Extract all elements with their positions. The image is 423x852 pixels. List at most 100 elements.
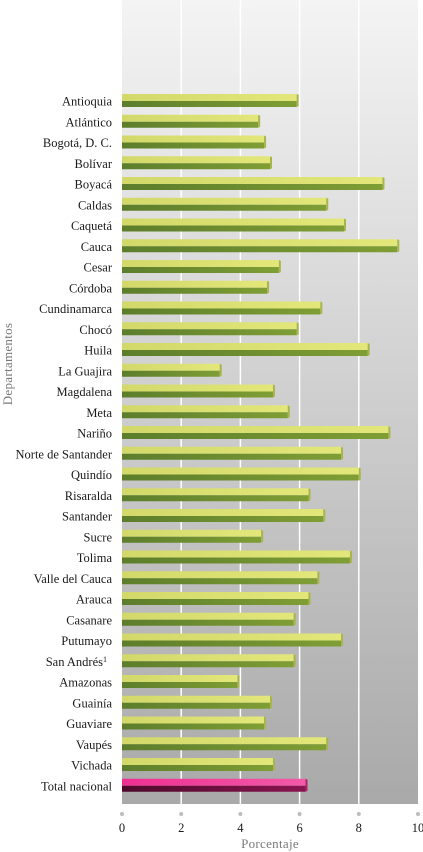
category-label: Valle del Cauca — [34, 572, 113, 586]
bar — [122, 301, 323, 315]
tick-mark — [356, 812, 361, 816]
plot-background — [122, 0, 418, 804]
bar-shade — [122, 578, 318, 585]
bar-edge — [258, 114, 261, 128]
bar — [122, 280, 270, 294]
bar-face — [122, 177, 383, 184]
category-label: Cundinamarca — [39, 302, 112, 316]
bar-face — [122, 529, 262, 537]
category-label: Nariño — [77, 427, 112, 441]
bar-edge — [323, 509, 326, 522]
bar — [122, 550, 352, 564]
bar-edge — [397, 239, 400, 253]
bar-shade — [122, 682, 238, 688]
bar-edge — [349, 550, 352, 564]
bar-shade — [122, 101, 297, 107]
bar — [122, 592, 311, 605]
tick-mark — [120, 812, 124, 816]
bar-shade — [122, 723, 265, 730]
bar-edge — [344, 218, 346, 232]
bar-shade — [122, 516, 324, 522]
bar-face — [122, 695, 270, 703]
bar — [122, 737, 329, 751]
bar-shade — [122, 474, 359, 481]
bar — [122, 177, 385, 190]
tick-mark — [416, 812, 420, 816]
bar-edge — [264, 135, 267, 149]
bar-shade — [122, 204, 327, 211]
bar-face — [122, 197, 327, 205]
bar-shade — [122, 599, 309, 605]
bar-edge — [305, 778, 308, 792]
bar-edge — [267, 280, 270, 294]
category-label: Tolima — [77, 551, 113, 565]
category-label: Atlántico — [65, 115, 112, 129]
tick-label: 10 — [412, 821, 423, 835]
bar-edge — [308, 488, 311, 502]
bar-shade — [122, 142, 265, 149]
bar-edge — [272, 758, 275, 771]
tick-label: 8 — [356, 821, 362, 835]
bar-face — [122, 156, 270, 164]
category-label: Meta — [86, 406, 112, 420]
bar-shade — [122, 246, 398, 253]
bar-shade — [122, 412, 288, 419]
tick-label: 6 — [296, 821, 302, 835]
bar-shade — [122, 557, 350, 564]
category-label: Magdalena — [56, 385, 112, 399]
bar — [122, 156, 272, 170]
category-label: Arauca — [76, 593, 113, 607]
bar-face — [122, 737, 327, 745]
bar-edge — [317, 571, 320, 585]
bar-face — [122, 384, 273, 392]
bar — [122, 778, 308, 792]
bar-shade — [122, 744, 327, 751]
bar-edge — [219, 363, 222, 377]
bar-face — [122, 343, 368, 350]
bar — [122, 571, 320, 585]
bar — [122, 612, 296, 626]
bar-shade — [122, 184, 383, 190]
bar-edge — [264, 716, 267, 730]
category-label: San Andrés1 — [46, 654, 107, 669]
bar — [122, 488, 311, 502]
category-label: Norte de Santander — [16, 447, 113, 461]
bar — [122, 343, 370, 356]
category-label: Cauca — [81, 240, 113, 254]
bar-edge — [296, 94, 299, 107]
bar-shade — [122, 453, 342, 460]
bar — [122, 529, 264, 543]
bar-face — [122, 612, 294, 620]
category-label: Santander — [62, 510, 113, 524]
bar — [122, 260, 281, 273]
bar-face — [122, 363, 220, 371]
bar-edge — [388, 426, 391, 439]
tick-label: 4 — [237, 821, 244, 835]
bar-shade — [122, 640, 342, 647]
bar — [122, 218, 346, 232]
tick-mark — [179, 812, 184, 816]
bar-shade — [122, 308, 321, 315]
category-label: Bolívar — [75, 157, 113, 171]
bar-face — [122, 778, 306, 786]
category-label: Total nacional — [41, 779, 112, 793]
bar-shade — [122, 287, 268, 294]
category-label: Bogotá, D. C. — [43, 136, 112, 150]
bar-face — [122, 239, 398, 247]
bar-edge — [261, 529, 264, 543]
category-label: La Guajira — [58, 364, 112, 378]
bar-face — [122, 280, 268, 288]
bar-edge — [382, 177, 385, 190]
category-label: Boyacá — [75, 178, 113, 192]
bar-edge — [296, 322, 299, 336]
bar-face — [122, 218, 344, 226]
bar-face — [122, 758, 273, 765]
bar-face — [122, 592, 309, 599]
bar-face — [122, 488, 309, 496]
category-label: Guaviare — [66, 717, 112, 731]
bar-edge — [367, 343, 370, 356]
bar-face — [122, 467, 359, 475]
bar-face — [122, 633, 342, 641]
bar-shade — [122, 225, 344, 232]
